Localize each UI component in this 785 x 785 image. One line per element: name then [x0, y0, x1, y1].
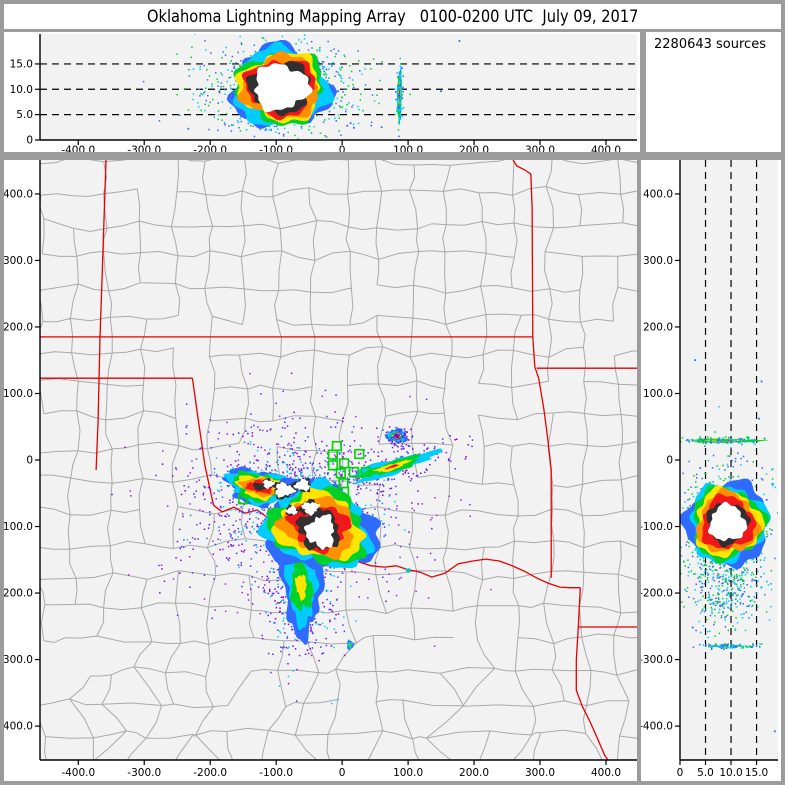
state-boundary-line	[191, 378, 215, 506]
y-tick-label: -400.0	[4, 721, 33, 733]
x-tick-label: 5.0	[697, 767, 714, 779]
altitude-ns-plot-bg	[680, 160, 778, 760]
plan-view-plot-area[interactable]	[31, 160, 637, 781]
y-tick-label: -400.0	[641, 721, 673, 733]
plan-view-axes: 400.0 300.0 200.0 100.0 0 -100.0 -200.0 -300.0 -…	[4, 160, 637, 779]
page-title: Oklahoma Lightning Mapping Array 0100-02…	[146, 6, 639, 27]
density-ring	[294, 574, 307, 602]
lma-station-marker	[360, 466, 371, 478]
source-dot	[760, 380, 763, 383]
x-tick-label: -200.0	[193, 145, 227, 153]
density-ring	[262, 479, 275, 490]
x-tick-label: -400.0	[61, 145, 95, 153]
density-ring	[254, 63, 313, 113]
source-dot	[773, 730, 776, 733]
y-tick-label: 400.0	[4, 188, 33, 200]
y-tick-label: 100.0	[643, 388, 673, 400]
title-bar: Oklahoma Lightning Mapping Array 0100-02…	[4, 4, 781, 29]
y-tick-label: 200.0	[643, 321, 673, 333]
lma-station-marker	[327, 460, 338, 471]
x-tick-label: 10.0	[719, 767, 742, 779]
y-tick-label: 200.0	[4, 321, 33, 333]
density-ring	[407, 569, 410, 572]
y-tick-label: 400.0	[643, 188, 673, 200]
x-tick-label: 300.0	[525, 767, 555, 779]
lma-station-marker	[335, 468, 346, 479]
y-tick-label: 100.0	[4, 388, 33, 400]
lma-station-marker	[238, 494, 249, 505]
y-tick-label: 15.0	[10, 58, 33, 70]
ew-altitude-plot-area[interactable]	[40, 32, 637, 152]
source-dot	[686, 439, 689, 441]
ew-altitude-plot-bg	[40, 34, 637, 140]
source-dot	[758, 417, 760, 420]
density-ring	[293, 478, 311, 492]
x-tick-label: 200.0	[459, 767, 489, 779]
source-dot	[349, 122, 352, 125]
x-tick-label: 0	[677, 767, 684, 779]
density-ring	[708, 501, 748, 542]
y-tick-label: 300.0	[4, 255, 33, 267]
panel-plan-view[interactable]: 400.0 300.0 200.0 100.0 0 -100.0 -200.0 -300.0 -…	[4, 160, 637, 781]
source-dot	[353, 126, 355, 129]
source-dot	[694, 359, 697, 362]
y-tick-label: 0	[26, 455, 33, 467]
density-ring	[275, 481, 297, 498]
ew-altitude-axes: 0 5.0 10.0 15.0 -400.0 -300.0 -200.0 -100.0 0 100…	[10, 34, 637, 152]
x-tick-label: 15.0	[745, 767, 768, 779]
lma-station-marker	[327, 449, 338, 460]
x-tick-label: 200.0	[459, 145, 489, 153]
sources-box: 2280643 sources	[646, 32, 781, 152]
y-tick-label: -300.0	[641, 654, 673, 666]
panel-ew-altitude[interactable]: 0 5.0 10.0 15.0 -400.0 -300.0 -200.0 -100.0 0 100…	[4, 32, 640, 152]
y-tick-label: 0	[666, 455, 673, 467]
source-dot	[691, 626, 694, 629]
density-ring	[349, 644, 351, 646]
y-tick-label: 10.0	[10, 84, 33, 96]
lma-station-marker	[339, 458, 350, 469]
density-ring	[384, 464, 400, 470]
source-dot	[458, 40, 461, 42]
x-tick-label: -300.0	[127, 767, 161, 779]
lma-station-marker	[339, 486, 350, 498]
y-tick-label: 5.0	[16, 109, 33, 121]
x-tick-label: -400.0	[61, 767, 95, 779]
y-tick-label: 300.0	[643, 255, 673, 267]
altitude-ns-plot-area[interactable]	[649, 160, 781, 760]
x-tick-label: 400.0	[591, 767, 621, 779]
x-tick-label: -100.0	[259, 767, 293, 779]
density-ring	[301, 502, 321, 516]
lma-station-marker	[348, 466, 360, 478]
state-boundary-line	[512, 160, 552, 578]
x-tick-label: 0	[339, 145, 346, 153]
x-tick-label: -300.0	[127, 145, 161, 153]
lma-station-marker	[354, 448, 365, 460]
altitude-ns-axes: 400.0 300.0 200.0 100.0 0 -100.0 -200.0 -300.0 -…	[641, 160, 778, 779]
panel-altitude-ns[interactable]: 400.0 300.0 200.0 100.0 0 -100.0 -200.0 -300.0 -…	[641, 160, 781, 781]
x-tick-label: 400.0	[591, 145, 621, 153]
y-tick-label: -200.0	[641, 588, 673, 600]
source-dot	[346, 124, 349, 127]
x-tick-label: -200.0	[193, 767, 227, 779]
x-tick-label: 100.0	[393, 767, 423, 779]
state-boundary-line	[575, 587, 609, 760]
source-dot	[765, 498, 768, 501]
x-tick-label: -100.0	[259, 145, 293, 153]
y-tick-label: -100.0	[4, 521, 33, 533]
source-dot	[380, 126, 383, 129]
x-tick-label: 300.0	[525, 145, 555, 153]
source-dot	[699, 466, 702, 469]
x-tick-label: 0	[339, 767, 346, 779]
source-count-label: 2280643 sources	[654, 37, 766, 52]
y-tick-label: -100.0	[641, 521, 673, 533]
density-ring	[285, 505, 298, 516]
x-tick-label: 100.0	[393, 145, 423, 153]
y-tick-label: 0	[26, 135, 33, 147]
density-ring	[303, 514, 335, 550]
source-dot	[187, 127, 190, 130]
source-dot	[440, 90, 442, 93]
y-tick-label: -200.0	[4, 588, 33, 600]
y-tick-label: -300.0	[4, 654, 33, 666]
